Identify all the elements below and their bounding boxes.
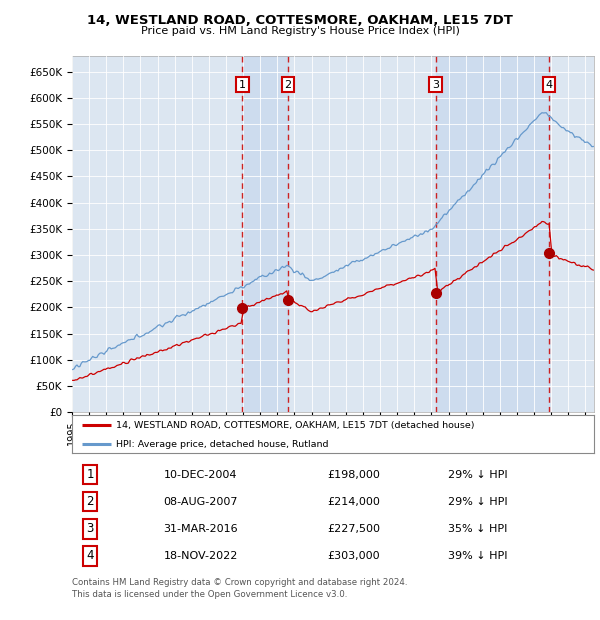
Text: 08-AUG-2007: 08-AUG-2007 [163, 497, 238, 507]
Bar [436, 56, 549, 412]
Text: 14, WESTLAND ROAD, COTTESMORE, OAKHAM, LE15 7DT: 14, WESTLAND ROAD, COTTESMORE, OAKHAM, L… [87, 14, 513, 27]
Text: Price paid vs. HM Land Registry's House Price Index (HPI): Price paid vs. HM Land Registry's House … [140, 26, 460, 36]
Text: 14, WESTLAND ROAD, COTTESMORE, OAKHAM, LE15 7DT (detached house): 14, WESTLAND ROAD, COTTESMORE, OAKHAM, L… [116, 421, 475, 430]
Text: 39% ↓ HPI: 39% ↓ HPI [448, 551, 508, 561]
Text: 2: 2 [86, 495, 94, 508]
Text: 2: 2 [284, 79, 292, 90]
Text: Contains HM Land Registry data © Crown copyright and database right 2024.
This d: Contains HM Land Registry data © Crown c… [72, 578, 407, 599]
Text: 3: 3 [432, 79, 439, 90]
Text: 4: 4 [545, 79, 553, 90]
Text: 29% ↓ HPI: 29% ↓ HPI [448, 497, 508, 507]
Text: 4: 4 [86, 549, 94, 562]
Text: HPI: Average price, detached house, Rutland: HPI: Average price, detached house, Rutl… [116, 440, 329, 449]
Text: 1: 1 [86, 468, 94, 481]
Text: 29% ↓ HPI: 29% ↓ HPI [448, 469, 508, 479]
Bar [242, 56, 288, 412]
Text: 35% ↓ HPI: 35% ↓ HPI [448, 524, 507, 534]
Text: 31-MAR-2016: 31-MAR-2016 [163, 524, 238, 534]
Text: £303,000: £303,000 [328, 551, 380, 561]
Text: 3: 3 [86, 522, 94, 535]
Text: 10-DEC-2004: 10-DEC-2004 [163, 469, 237, 479]
Text: £214,000: £214,000 [328, 497, 380, 507]
Text: 18-NOV-2022: 18-NOV-2022 [163, 551, 238, 561]
Text: £198,000: £198,000 [328, 469, 380, 479]
Text: 1: 1 [239, 79, 246, 90]
Text: £227,500: £227,500 [328, 524, 381, 534]
